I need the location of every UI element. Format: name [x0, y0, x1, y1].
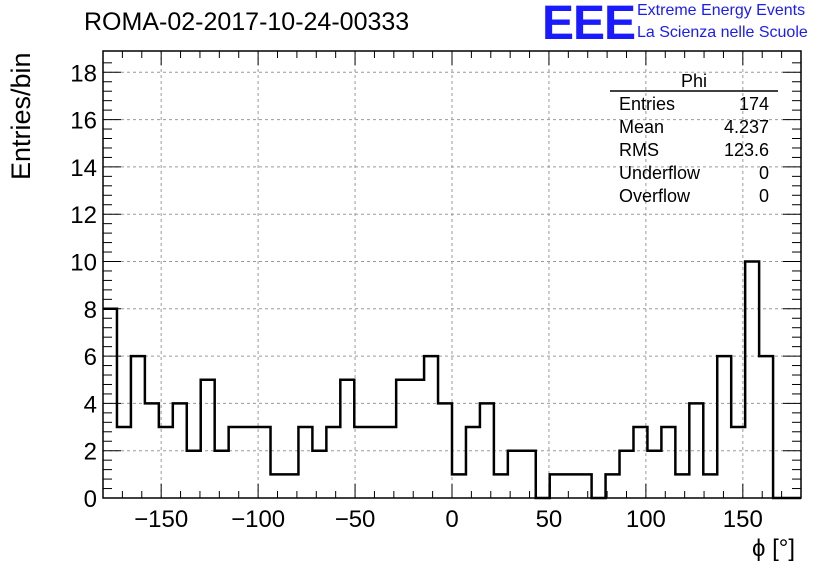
- histogram-bin: [647, 451, 661, 498]
- histogram-bin: [354, 427, 368, 498]
- stats-row-label: Entries: [619, 94, 675, 114]
- chart-title: ROMA-02-2017-10-24-00333: [84, 8, 410, 36]
- histogram-bin: [717, 356, 731, 498]
- x-axis-label: ϕ [°]: [752, 535, 796, 562]
- y-tick-label: 4: [84, 391, 97, 418]
- y-tick-label: 18: [70, 60, 97, 87]
- stats-row-label: Overflow: [619, 186, 691, 206]
- stats-row-label: Mean: [619, 117, 664, 137]
- x-tick-label: 100: [626, 506, 666, 533]
- histogram-bin: [410, 380, 424, 498]
- histogram-bin: [284, 474, 298, 498]
- stats-row-value: 0: [759, 186, 769, 206]
- x-tick-label: −50: [335, 506, 376, 533]
- histogram-bin: [452, 474, 466, 498]
- stats-row-label: RMS: [619, 140, 659, 160]
- histogram-bin: [675, 474, 689, 498]
- histogram-bin: [326, 427, 340, 498]
- histogram-bin: [578, 474, 592, 498]
- histogram-bin: [508, 451, 522, 498]
- histogram-bin: [494, 474, 508, 498]
- stats-row-value: 4.237: [724, 117, 769, 137]
- histogram-bin: [703, 474, 717, 498]
- y-axis-label: Entries/bin: [6, 52, 36, 180]
- eee-logo: EEE: [542, 0, 636, 50]
- histogram-bin: [382, 427, 396, 498]
- stats-row-value: 0: [759, 163, 769, 183]
- y-tick-label: 14: [70, 155, 97, 182]
- y-tick-label: 16: [70, 108, 97, 135]
- stats-row-value: 123.6: [724, 140, 769, 160]
- histogram-bin: [243, 427, 257, 498]
- y-tick-label: 6: [84, 344, 97, 371]
- histogram-bin: [215, 451, 229, 498]
- y-tick-label: 0: [84, 486, 97, 513]
- histogram-bin: [620, 451, 634, 498]
- histogram-bin: [131, 356, 145, 498]
- x-tick-label: −100: [231, 506, 285, 533]
- histogram-bin: [312, 451, 326, 498]
- y-tick-label: 8: [84, 297, 97, 324]
- histogram-bin: [424, 356, 438, 498]
- histogram-bin: [606, 474, 620, 498]
- histogram-bin: [229, 427, 243, 498]
- grid-lines: [103, 51, 801, 498]
- histogram-bin: [550, 474, 564, 498]
- histogram-bin: [340, 380, 354, 498]
- x-tick-label: 0: [445, 506, 458, 533]
- logo-line-2: La Scienza nelle Scuole: [637, 24, 808, 41]
- stats-row-label: Underflow: [619, 163, 701, 183]
- histogram-bin: [117, 427, 131, 498]
- histogram-bin: [466, 427, 480, 498]
- histogram-bin: [201, 380, 215, 498]
- histogram-bin: [257, 427, 271, 498]
- histogram-outline: [103, 260, 801, 500]
- histogram-bin: [173, 403, 187, 498]
- histogram-series: [103, 260, 801, 500]
- histogram-bin: [759, 356, 773, 498]
- stats-box: Phi Entries 174 Mean 4.237 RMS 123.6 Underflow 0…: [610, 71, 778, 206]
- histogram-bin: [564, 474, 578, 498]
- histogram-bin: [633, 427, 647, 498]
- histogram-bin: [745, 261, 759, 498]
- histogram-bin: [368, 427, 382, 498]
- histogram-bin: [396, 380, 410, 498]
- histogram-bin: [298, 427, 312, 498]
- histogram-bin: [661, 427, 675, 498]
- histogram-bin: [187, 451, 201, 498]
- y-tick-label: 12: [70, 202, 97, 229]
- y-tick-label: 2: [84, 439, 97, 466]
- histogram-bin: [522, 451, 536, 498]
- x-tick-label: −150: [134, 506, 188, 533]
- y-tick-label: 10: [70, 249, 97, 276]
- axes: −150 −100 −50 0 50 100 150 0 2 4 6 8 10 12 14 16 18: [70, 50, 802, 533]
- x-tick-label: 50: [536, 506, 563, 533]
- x-tick-label: 150: [723, 506, 763, 533]
- logo-line-1: Extreme Energy Events: [637, 2, 806, 19]
- stats-row-value: 174: [739, 94, 769, 114]
- stats-box-name: Phi: [681, 71, 707, 91]
